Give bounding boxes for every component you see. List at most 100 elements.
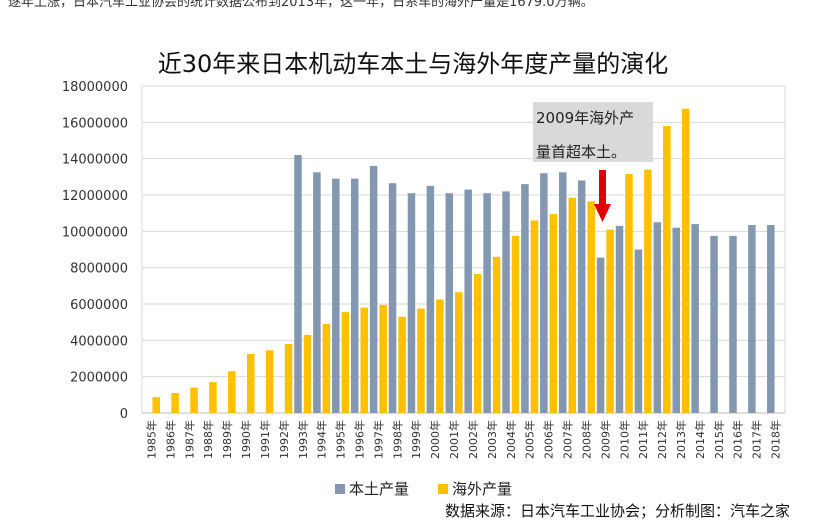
bar-overseas — [303, 334, 312, 413]
bar-overseas — [152, 397, 160, 413]
arrow-head — [594, 204, 611, 222]
bar-overseas — [492, 256, 501, 413]
bar-overseas — [379, 304, 387, 413]
annotation-line-2: 量首超本土。 — [536, 143, 626, 161]
y-tick-label: 10000000 — [62, 225, 128, 240]
x-tick-label: 1998年 — [390, 420, 404, 459]
annotation-line-1: 2009年海外产 — [536, 109, 634, 127]
legend-label-overseas: 海外产量 — [452, 480, 512, 498]
x-tick-label: 1995年 — [334, 420, 348, 459]
bar-overseas — [247, 353, 255, 413]
x-tick-label: 1985年 — [144, 420, 158, 459]
bar-overseas — [209, 382, 217, 413]
bar-overseas — [228, 371, 236, 413]
bar-overseas — [473, 274, 482, 413]
bar-overseas — [322, 323, 331, 413]
x-tick-label: 1986年 — [163, 420, 177, 459]
x-tick-label: 2018年 — [769, 420, 783, 459]
bar-domestic — [369, 165, 378, 413]
legend-label-domestic: 本土产量 — [349, 480, 409, 498]
y-tick-label: 18000000 — [62, 80, 128, 95]
x-tick-label: 2010年 — [617, 420, 631, 459]
bar-overseas — [663, 125, 671, 413]
bar-domestic — [767, 224, 775, 413]
y-tick-label: 8000000 — [70, 262, 128, 277]
x-tick-label: 2008年 — [579, 420, 593, 459]
bar-domestic — [634, 249, 643, 413]
x-tick-label: 2002年 — [466, 420, 480, 459]
bar-domestic — [483, 193, 491, 413]
x-tick-label: 2017年 — [750, 420, 764, 459]
bar-overseas — [511, 235, 520, 413]
arrow-shaft — [599, 170, 606, 206]
bar-overseas — [360, 307, 368, 413]
bar-overseas — [568, 197, 577, 413]
bar-domestic — [407, 193, 416, 413]
bar-domestic — [577, 180, 586, 413]
bar-domestic — [332, 178, 340, 413]
bar-domestic — [294, 155, 302, 414]
bar-overseas — [625, 174, 633, 413]
x-tick-label: 2004年 — [504, 420, 518, 459]
bar-domestic — [464, 189, 472, 413]
bar-overseas — [549, 214, 558, 413]
y-tick-label: 12000000 — [62, 189, 128, 204]
x-tick-label: 2005年 — [523, 420, 537, 459]
bar-domestic — [502, 191, 510, 413]
bar-domestic — [748, 224, 756, 413]
bar-domestic — [559, 172, 567, 413]
bar-domestic — [710, 235, 718, 413]
annotation: 2009年海外产 量首超本土。 — [533, 102, 653, 222]
x-tick-label: 2000年 — [428, 420, 442, 459]
legend-swatch-domestic — [335, 484, 345, 494]
x-tick-label: 2001年 — [447, 420, 461, 459]
annotation-box — [533, 102, 653, 162]
x-tick-label: 2014年 — [693, 420, 707, 459]
x-tick-label: 2006年 — [542, 420, 556, 459]
bar-domestic — [388, 183, 397, 413]
bar-domestic — [313, 172, 321, 413]
x-tick-label: 1989年 — [220, 420, 234, 459]
bar-overseas — [644, 169, 652, 413]
y-tick-label: 16000000 — [62, 116, 128, 131]
bar-domestic — [729, 235, 737, 413]
x-tick-label: 1991年 — [258, 420, 272, 459]
bar-overseas — [171, 393, 179, 413]
x-tick-label: 1994年 — [315, 420, 329, 459]
x-tick-label: 2007年 — [561, 420, 575, 459]
legend-swatch-overseas — [438, 484, 448, 494]
x-tick-label: 2009年 — [598, 420, 612, 459]
bar-domestic — [426, 185, 435, 413]
x-tick-label: 2012年 — [655, 420, 669, 459]
source-note: 数据来源：日本汽车工业协会；分析制图：汽车之家 — [444, 502, 790, 520]
x-axis-ticks: 1985年 1986年 1987年 1988年 1989年 1990年 1991年 1992年… — [144, 420, 782, 459]
x-tick-label: 1992年 — [277, 420, 291, 459]
bar-domestic — [653, 222, 662, 413]
y-tick-label: 4000000 — [70, 334, 128, 349]
bar-overseas — [265, 350, 274, 413]
bar-domestic — [445, 193, 454, 413]
bars — [152, 108, 775, 414]
x-tick-label: 1990年 — [239, 420, 253, 459]
bar-domestic — [521, 184, 529, 413]
x-tick-label: 2011年 — [636, 420, 650, 459]
bar-domestic — [540, 173, 548, 413]
bar-overseas — [341, 312, 350, 413]
bar-overseas — [681, 108, 690, 413]
x-tick-label: 1988年 — [201, 420, 215, 459]
chart-title: 近30年来日本机动车本土与海外年度产量的演化 — [157, 50, 669, 78]
bar-domestic — [615, 225, 624, 413]
x-tick-label: 2016年 — [731, 420, 745, 459]
y-tick-label: 2000000 — [70, 371, 128, 386]
x-tick-label: 2013年 — [674, 420, 688, 459]
bar-domestic — [672, 227, 680, 413]
y-tick-label: 6000000 — [70, 298, 128, 313]
bar-domestic — [350, 178, 359, 413]
x-tick-label: 1999年 — [409, 420, 423, 459]
y-tick-label: 0 — [120, 407, 128, 422]
bar-domestic — [691, 224, 699, 413]
bar-overseas — [190, 387, 198, 413]
x-tick-label: 2003年 — [485, 420, 499, 459]
bar-overseas — [587, 201, 595, 413]
bar-overseas — [530, 220, 539, 413]
